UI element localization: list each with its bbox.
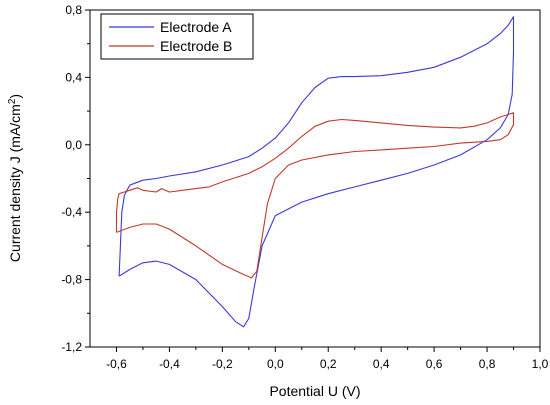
series-lines bbox=[115, 16, 515, 328]
x-axis-label: Potential U (V) bbox=[269, 383, 360, 399]
x-tick-label: 0,0 bbox=[267, 357, 284, 371]
y-tick-label: 0,4 bbox=[65, 70, 82, 84]
axis-ticks bbox=[85, 9, 541, 352]
y-tick-label: 0,0 bbox=[65, 138, 82, 152]
series-line-electrode-b bbox=[115, 112, 515, 279]
y-tick-label: -0,4 bbox=[61, 205, 82, 219]
y-tick-label: -0,8 bbox=[61, 273, 82, 287]
x-tick-label: -0,6 bbox=[106, 357, 127, 371]
y-tick-label: -1,2 bbox=[61, 340, 82, 354]
legend-label-electrode-b: Electrode B bbox=[160, 38, 232, 54]
axis-tick-labels: -0,6 -0,4 -0,2 0,0 0,2 0,4 0,6 0,8 1,0 -1,2 -0,8 -0… bbox=[61, 3, 548, 371]
x-tick-label: 0,6 bbox=[426, 357, 443, 371]
legend: Electrode A Electrode B bbox=[100, 13, 254, 60]
x-tick-label: 0,4 bbox=[373, 357, 390, 371]
x-tick-label: 1,0 bbox=[532, 357, 549, 371]
y-tick-label: 0,8 bbox=[65, 3, 82, 17]
legend-label-electrode-a: Electrode A bbox=[160, 19, 232, 35]
series-line-electrode-a bbox=[118, 16, 515, 328]
x-tick-label: -0,2 bbox=[212, 357, 233, 371]
y-axis-label-close: ) bbox=[7, 94, 23, 99]
x-tick-label: 0,2 bbox=[320, 357, 337, 371]
y-axis-label-main: Current density J (mA/cm bbox=[7, 104, 23, 262]
y-axis-label-sup: 2 bbox=[7, 98, 18, 104]
x-tick-label: 0,8 bbox=[479, 357, 496, 371]
y-axis-label: Current density J (mA/cm2) bbox=[7, 94, 24, 262]
legend-box bbox=[100, 13, 254, 60]
x-tick-label: -0,4 bbox=[159, 357, 180, 371]
